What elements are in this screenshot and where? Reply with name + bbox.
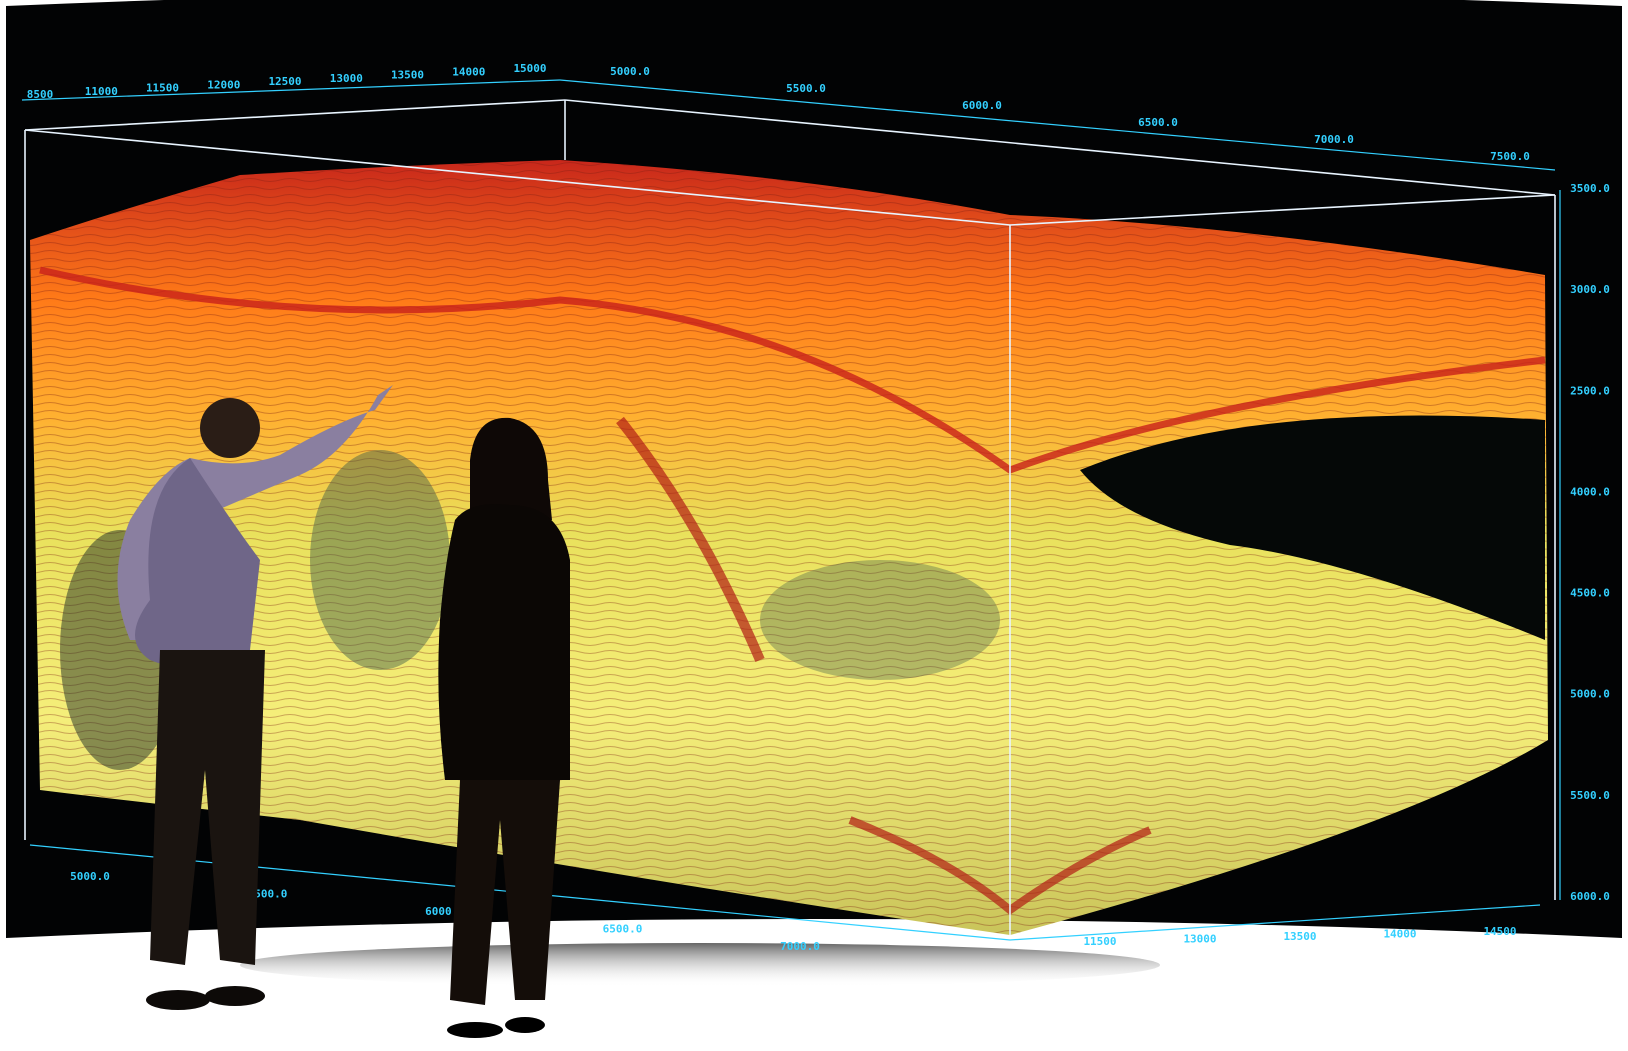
axis-tick-label: 13500 — [391, 69, 424, 82]
bottom-axis-right-labels: 11500 13000 13500 14000 14500 — [1083, 925, 1516, 948]
top-axis-right-labels: 5000.0 5500.0 6000.0 6500.0 7000.0 7500.0 — [610, 65, 1530, 163]
axis-tick-label: 11500 — [1083, 935, 1116, 948]
axis-tick-label: 14000 — [452, 65, 485, 78]
axis-tick-label: 13000 — [1183, 933, 1216, 946]
floor-shadow — [240, 943, 1160, 987]
bounding-box — [24, 99, 1556, 935]
axis-tick-label: 12500 — [268, 75, 301, 88]
axis-tick-label: 14000 — [1383, 928, 1416, 941]
axis-tick-label: 5500.0 — [1570, 789, 1610, 802]
axis-tick-label: 4000.0 — [1570, 485, 1610, 498]
right-axis-labels: 3500.0 3000.0 2500.0 4000.0 4500.0 5000.0 5500… — [1570, 182, 1610, 903]
axis-tick-label: 11500 — [146, 82, 179, 95]
axis-tick-label: 7500.0 — [1490, 150, 1530, 163]
axis-tick-label: 13500 — [1283, 930, 1316, 943]
axis-tick-label: 5000.0 — [1570, 688, 1610, 701]
woman-figure — [438, 417, 570, 1038]
axis-tick-label: 5000.0 — [610, 65, 650, 78]
axis-tick-label: 12000 — [207, 78, 240, 91]
axis-tick-label: 4500.0 — [1570, 587, 1610, 600]
top-axis-left-labels: 8500 11000 11500 12000 12500 13000 13500 14000 1… — [27, 62, 547, 101]
axis-tick-label: 6500.0 — [1138, 116, 1178, 129]
axis-tick-label: 3500.0 — [1570, 182, 1610, 195]
axis-tick-label: 15000 — [513, 62, 546, 75]
axis-tick-label: 7000.0 — [780, 940, 820, 953]
axis-tick-label: 6000.0 — [1570, 890, 1610, 903]
axis-tick-label: 5500.0 — [248, 888, 288, 901]
axis-tick-label: 11000 — [85, 85, 118, 98]
dark-void — [1080, 415, 1545, 640]
axis-tick-label: 3000.0 — [1570, 283, 1610, 296]
man-figure — [117, 385, 393, 1010]
axis-tick-label: 8500 — [27, 88, 54, 101]
axis-tick-label: 5000.0 — [70, 870, 110, 883]
axis-tick-label: 13000 — [330, 72, 363, 85]
axis-tick-label: 7000.0 — [1314, 133, 1354, 146]
axis-tick-label: 14500 — [1483, 925, 1516, 938]
seismic-volume — [30, 160, 1548, 935]
axis-tick-label: 6500.0 — [603, 923, 643, 936]
axis-lines — [21, 79, 1561, 941]
axis-tick-label: 5500.0 — [786, 82, 826, 95]
axis-tick-label: 6000.0 — [962, 99, 1002, 112]
axis-tick-label: 2500.0 — [1570, 384, 1610, 397]
